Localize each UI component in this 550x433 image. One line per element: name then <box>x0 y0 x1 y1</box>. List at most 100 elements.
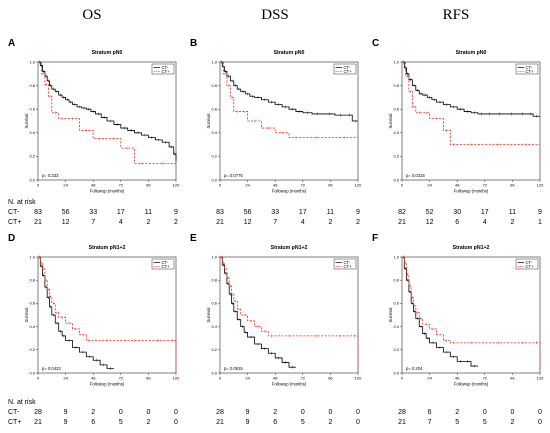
x-tick-label: 48 <box>455 183 460 188</box>
risk-value: 2 <box>455 409 459 416</box>
y-tick-label: 0.8 <box>29 83 35 88</box>
plot-frame <box>37 61 177 181</box>
risk-value: 56 <box>62 209 70 216</box>
plot-frame <box>219 61 359 181</box>
km-curve-ct-plus <box>38 256 177 373</box>
panel-letter: E <box>190 233 197 244</box>
risk-value: 9 <box>64 409 68 416</box>
y-tick-label: 1.0 <box>29 59 35 64</box>
risk-value: 21 <box>34 219 42 226</box>
risk-value: 28 <box>216 409 224 416</box>
panel-title: Stratum pN0 <box>92 50 123 56</box>
km-curve-ct-minus <box>38 256 114 369</box>
risk-value: 0 <box>356 409 360 416</box>
x-tick-label: 24 <box>427 376 432 381</box>
x-tick-label: 72 <box>483 183 488 188</box>
risk-value: 33 <box>89 209 97 216</box>
column-header-rfs: RFS <box>443 7 470 23</box>
p-value: p= 0.333 <box>42 173 59 178</box>
risk-table-header: N. at risk <box>8 399 36 406</box>
x-tick-label: 72 <box>301 183 306 188</box>
risk-value: 9 <box>538 209 542 216</box>
column-header-dss: DSS <box>261 7 289 23</box>
x-tick-label: 120 <box>537 376 544 381</box>
risk-value: 83 <box>34 209 42 216</box>
legend-label: CT- <box>344 260 351 265</box>
x-tick-label: 72 <box>119 183 124 188</box>
km-curve-ct-minus <box>402 256 478 367</box>
km-curve-ct-minus <box>38 61 177 162</box>
x-tick-label: 48 <box>273 183 278 188</box>
y-tick-label: 0.6 <box>29 301 35 306</box>
legend-label: CT- <box>162 65 169 70</box>
plot-frame <box>219 256 359 374</box>
y-tick-label: 0.0 <box>29 370 35 375</box>
risk-value: 82 <box>398 209 406 216</box>
y-tick-label: 0.8 <box>29 278 35 283</box>
legend-box <box>515 63 539 75</box>
x-tick-label: 0 <box>401 376 404 381</box>
x-axis-label: Followup (months) <box>90 189 125 194</box>
legend-label: CT+ <box>526 69 535 74</box>
y-tick-label: 1.0 <box>29 254 35 259</box>
x-tick-label: 120 <box>355 183 362 188</box>
y-tick-label: 0.0 <box>211 370 217 375</box>
x-axis-label: Followup (months) <box>272 189 307 194</box>
risk-value: 0 <box>174 419 178 426</box>
km-curve-ct-plus <box>38 61 176 164</box>
x-axis-label: Followup (months) <box>454 382 489 387</box>
risk-value: 11 <box>509 209 516 216</box>
x-tick-label: 24 <box>63 376 68 381</box>
risk-row-label: CT+ <box>8 419 21 426</box>
legend-box <box>515 258 539 270</box>
risk-value: 21 <box>216 219 224 226</box>
risk-value: 2 <box>356 219 360 226</box>
legend-label: CT+ <box>344 264 353 269</box>
risk-value: 28 <box>34 409 42 416</box>
panel-title: Stratum pN0 <box>456 50 487 56</box>
y-axis-label: Survival <box>206 307 211 322</box>
legend-label: CT- <box>526 65 533 70</box>
risk-row-label: CT- <box>8 209 20 216</box>
plot-frame <box>401 61 541 181</box>
risk-value: 4 <box>301 219 305 226</box>
x-tick-label: 0 <box>219 183 222 188</box>
x-tick-label: 120 <box>355 376 362 381</box>
km-curve-ct-plus <box>402 256 541 373</box>
panel-letter: D <box>8 233 15 244</box>
y-axis-label: Survival <box>24 307 29 322</box>
risk-value: 0 <box>483 409 487 416</box>
x-tick-label: 48 <box>273 376 278 381</box>
risk-value: 30 <box>453 209 461 216</box>
risk-value: 11 <box>327 209 334 216</box>
x-tick-label: 48 <box>91 376 96 381</box>
x-tick-label: 72 <box>119 376 124 381</box>
x-tick-label: 24 <box>427 183 432 188</box>
risk-value: 4 <box>483 219 487 226</box>
panel-letter: A <box>8 38 15 49</box>
y-tick-label: 0.8 <box>211 278 217 283</box>
y-axis-label: Survival <box>388 307 393 322</box>
plot-frame <box>401 256 541 374</box>
y-tick-label: 0.0 <box>211 177 217 182</box>
x-axis-label: Followup (months) <box>90 382 125 387</box>
panel-title: Stratum pN0 <box>274 50 305 56</box>
y-tick-label: 0.4 <box>211 324 217 329</box>
y-tick-label: 0.0 <box>393 177 399 182</box>
risk-value: 17 <box>481 209 489 216</box>
km-curve-ct-plus <box>220 256 359 373</box>
y-tick-label: 0.2 <box>393 154 399 159</box>
risk-value: 2 <box>273 409 277 416</box>
y-tick-label: 0.4 <box>29 324 35 329</box>
legend-label: CT+ <box>162 69 171 74</box>
y-tick-label: 1.0 <box>211 59 217 64</box>
y-tick-label: 0.8 <box>393 278 399 283</box>
risk-value: 5 <box>455 419 459 426</box>
risk-value: 0 <box>174 409 178 416</box>
risk-value: 2 <box>510 219 514 226</box>
risk-value: 5 <box>119 419 123 426</box>
risk-value: 0 <box>538 419 542 426</box>
